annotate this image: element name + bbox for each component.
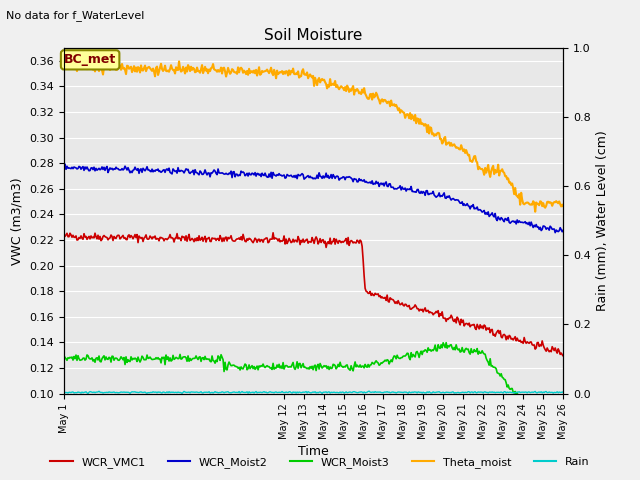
Text: BC_met: BC_met (64, 53, 116, 66)
X-axis label: Time: Time (298, 445, 329, 458)
Y-axis label: Rain (mm), Water Level (cm): Rain (mm), Water Level (cm) (596, 131, 609, 311)
Text: No data for f_WaterLevel: No data for f_WaterLevel (6, 10, 145, 21)
Legend: WCR_VMC1, WCR_Moist2, WCR_Moist3, Theta_moist, Rain: WCR_VMC1, WCR_Moist2, WCR_Moist3, Theta_… (46, 452, 594, 472)
Y-axis label: VWC (m3/m3): VWC (m3/m3) (11, 177, 24, 264)
Title: Soil Moisture: Soil Moisture (264, 28, 363, 43)
